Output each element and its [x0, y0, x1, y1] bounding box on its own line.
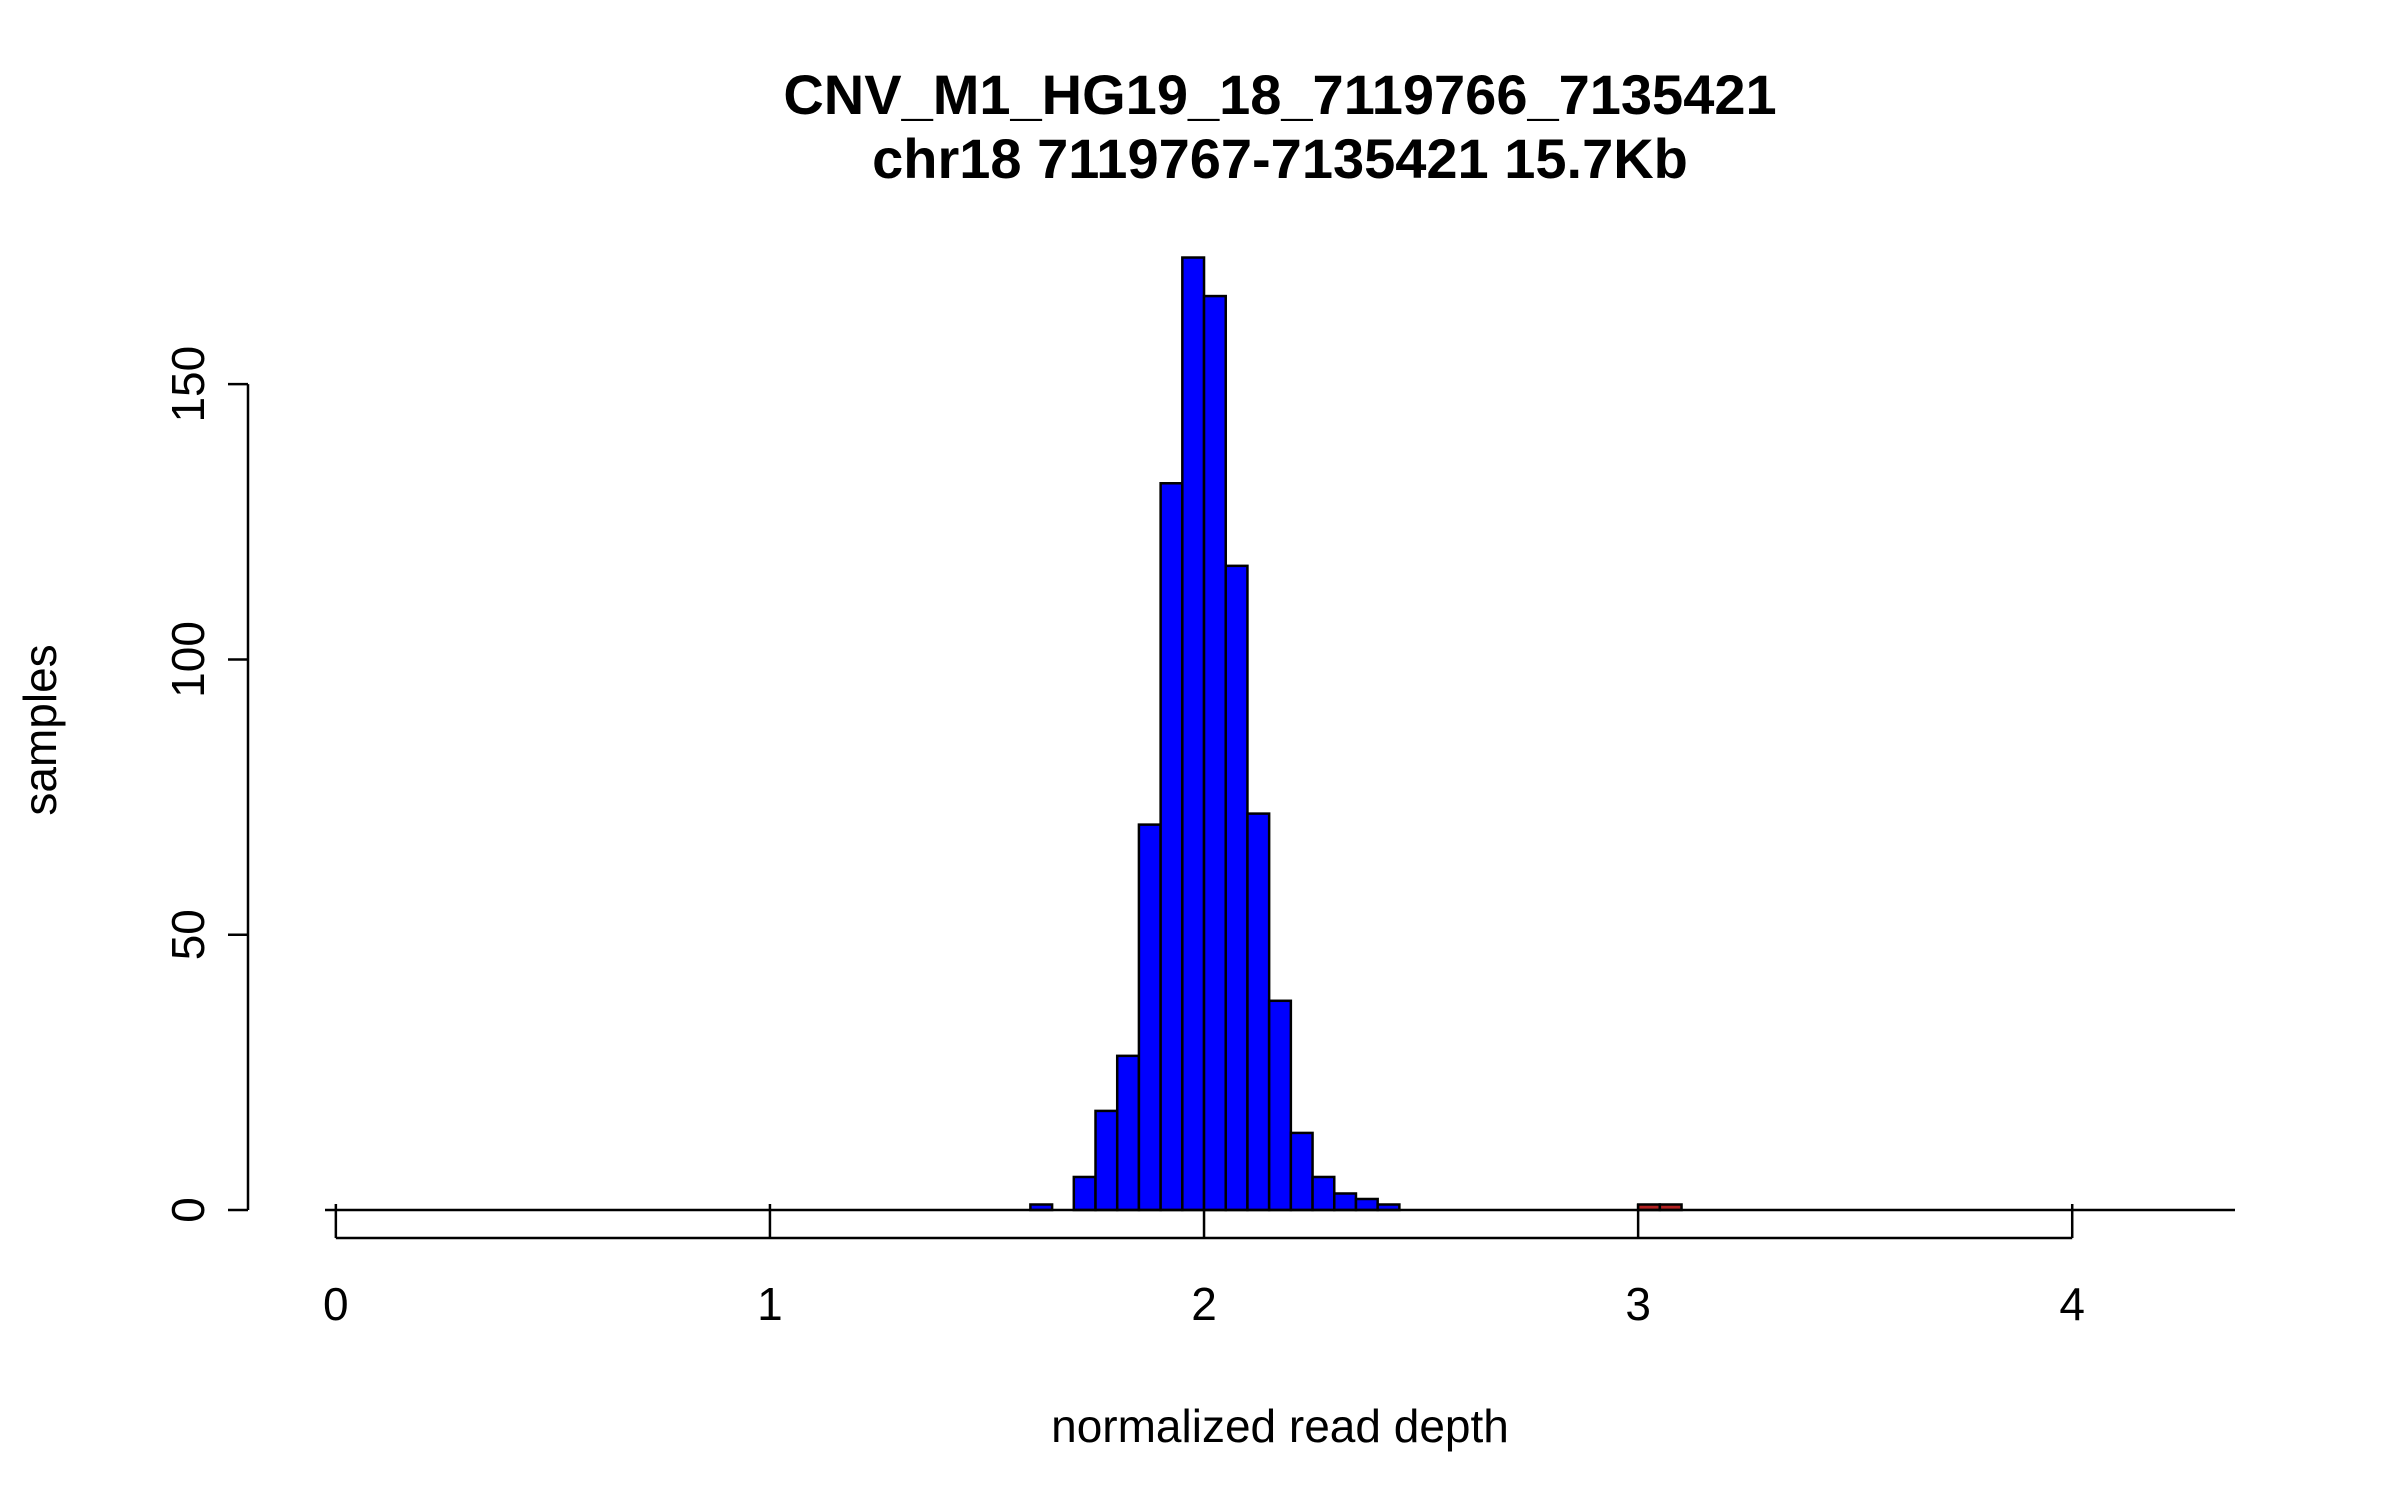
histogram-bar [1267, 999, 1293, 1212]
histogram-bar [1159, 482, 1184, 1212]
histogram-bar [1094, 1109, 1119, 1212]
y-tick-label: 100 [162, 621, 214, 698]
histogram-bar [1181, 256, 1206, 1212]
histogram-bar [1115, 1054, 1141, 1212]
histogram-bar [1354, 1197, 1379, 1212]
x-tick-label: 4 [2059, 1278, 2085, 1330]
y-axis-label: samples [14, 644, 66, 815]
x-tick-label: 3 [1625, 1278, 1651, 1330]
chart-subtitle: chr18 7119767-7135421 15.7Kb [872, 127, 1688, 190]
histogram-bar [1311, 1175, 1336, 1212]
y-tick-label: 0 [162, 1197, 214, 1223]
histogram-bar [1072, 1175, 1097, 1212]
x-axis-label: normalized read depth [1051, 1400, 1509, 1452]
histogram-bar [1333, 1192, 1358, 1212]
histogram-bar [1137, 823, 1162, 1212]
histogram-bar [1246, 812, 1271, 1212]
histogram-bar [1202, 294, 1227, 1212]
y-tick-label: 50 [162, 909, 214, 960]
x-tick-label: 1 [757, 1278, 783, 1330]
histogram-bar [1289, 1131, 1314, 1212]
histogram-bar [1224, 564, 1249, 1212]
histogram-bars [1029, 256, 1683, 1212]
x-tick-label: 0 [323, 1278, 349, 1330]
x-tick-label: 2 [1191, 1278, 1217, 1330]
y-tick-label: 150 [162, 346, 214, 423]
chart-title: CNV_M1_HG19_18_7119766_7135421 [783, 63, 1776, 126]
y-axis: 0 50 100 150 [162, 346, 250, 1223]
